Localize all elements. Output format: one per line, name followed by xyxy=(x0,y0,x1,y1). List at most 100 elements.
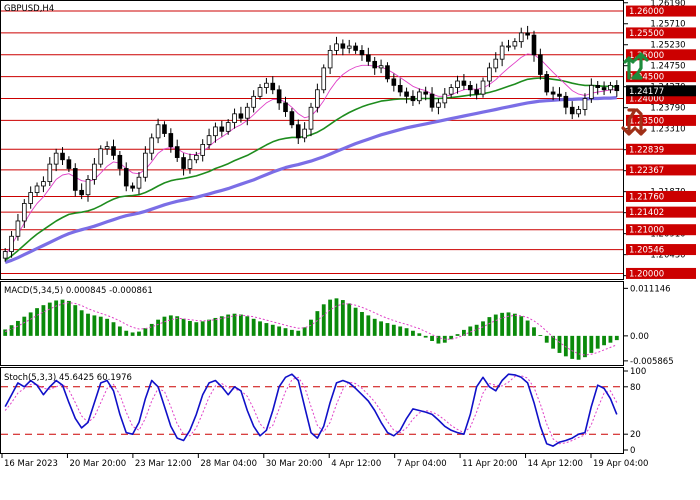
level-tag-bg xyxy=(626,114,696,126)
candle-body xyxy=(340,43,346,49)
candle-body xyxy=(480,80,486,95)
macd-bar xyxy=(570,335,575,359)
stoch-panel-frame xyxy=(0,367,624,454)
macd-bar xyxy=(3,329,8,336)
macd-bar xyxy=(35,308,39,336)
candle-body xyxy=(104,146,110,150)
macd-bar xyxy=(270,324,275,336)
time-tick-label: 14 Apr 12:00 xyxy=(528,459,583,469)
candle-body xyxy=(257,87,263,97)
price-tick-label: 1.26190 xyxy=(650,0,685,9)
price-tick-label: 1.25710 xyxy=(650,20,685,30)
level-tag: 1.21760 xyxy=(626,190,696,202)
candle-body xyxy=(385,65,390,80)
macd-bar xyxy=(583,335,587,358)
stoch-main-line xyxy=(4,373,618,447)
candle-body xyxy=(315,89,320,108)
time-tick-label: 20 Mar 20:00 xyxy=(69,459,126,469)
time-tick-label: 4 Apr 12:00 xyxy=(331,459,381,469)
macd-bar xyxy=(614,335,619,341)
level-tag-label: 1.24000 xyxy=(629,95,664,105)
time-tick-label: 28 Mar 04:00 xyxy=(200,459,257,469)
candle-body xyxy=(130,185,135,189)
macd-bar xyxy=(47,302,52,336)
macd-bar xyxy=(461,329,466,336)
candle-body xyxy=(563,95,569,108)
macd-indicator: 0.011146 0.00 -0.005865 xyxy=(3,284,674,367)
candle-body xyxy=(302,128,307,139)
candle-body xyxy=(538,54,543,75)
chart-title: GBPUSD,H4 xyxy=(4,4,54,14)
candle-body xyxy=(327,50,333,69)
candle-body xyxy=(194,154,199,161)
level-tag: 1.25000 xyxy=(626,49,696,61)
macd-bar xyxy=(398,326,403,336)
macd-bar xyxy=(86,313,90,336)
stochastic-indicator: 100 80 20 0 xyxy=(1,367,646,456)
macd-bar xyxy=(589,335,594,353)
candle-body xyxy=(168,133,174,148)
macd-bar xyxy=(92,315,97,336)
macd-bar xyxy=(66,300,71,336)
candle-body xyxy=(321,67,327,91)
candle-body xyxy=(366,54,371,62)
candle-body xyxy=(264,82,269,88)
candle-body xyxy=(582,98,588,110)
candle-body xyxy=(232,113,237,123)
candle-body xyxy=(123,168,129,187)
candle-body xyxy=(9,235,14,252)
candle-body xyxy=(15,220,21,237)
macd-bar xyxy=(175,316,180,336)
candle-body xyxy=(518,32,524,43)
macd-bar xyxy=(315,311,320,336)
macd-bar xyxy=(79,310,84,336)
level-tag: 1.22367 xyxy=(626,164,696,176)
candle-body xyxy=(391,78,397,86)
stoch-signal-line xyxy=(4,375,618,445)
level-tag-label: 1.20546 xyxy=(629,246,664,256)
macd-bar xyxy=(124,330,129,336)
macd-bar xyxy=(391,324,396,336)
candle-body xyxy=(589,84,594,99)
candle-body xyxy=(346,45,352,49)
candle-body xyxy=(79,189,84,196)
candle-body xyxy=(155,124,161,139)
macd-bar xyxy=(372,318,377,336)
macd-bar xyxy=(404,328,409,336)
macd-panel-frame xyxy=(0,281,624,366)
level-tag-label: 1.25500 xyxy=(629,29,664,39)
time-tick-label: 23 Mar 12:00 xyxy=(135,459,192,469)
macd-bar xyxy=(188,320,192,336)
stoch-tick-label: 80 xyxy=(630,383,641,393)
macd-bar xyxy=(149,323,154,336)
macd-bar xyxy=(219,316,224,336)
macd-bar xyxy=(309,319,313,336)
macd-bar xyxy=(207,319,211,336)
candle-body xyxy=(41,181,46,187)
candle-body xyxy=(308,106,314,130)
current-price-label: 1.24177 xyxy=(629,87,664,97)
macd-bar xyxy=(334,298,339,336)
macd-bar xyxy=(557,335,562,353)
macd-bar xyxy=(449,335,454,340)
macd-bar xyxy=(22,316,27,336)
candle-body xyxy=(372,60,378,69)
macd-bar xyxy=(277,326,282,336)
macd-bar xyxy=(181,318,186,336)
candle-body xyxy=(404,91,409,97)
level-tag-label: 1.26000 xyxy=(629,7,664,17)
macd-bar xyxy=(417,333,422,336)
macd-bar xyxy=(73,305,78,336)
price-axis-ticks: 1.261901.257101.252301.247501.242701.237… xyxy=(623,0,686,282)
macd-bar xyxy=(328,299,333,336)
time-tick-label: 30 Mar 20:00 xyxy=(266,459,323,469)
macd-bar xyxy=(245,316,250,336)
level-tag-bg xyxy=(626,5,696,17)
current-price-tag: 1.24177 xyxy=(626,85,696,97)
candle-body xyxy=(28,192,33,204)
candle-body xyxy=(149,137,155,154)
candle-body xyxy=(200,144,206,156)
level-tag-label: 1.21000 xyxy=(629,226,664,236)
candle-body xyxy=(187,159,193,169)
macd-tick-label: -0.005865 xyxy=(630,357,674,367)
